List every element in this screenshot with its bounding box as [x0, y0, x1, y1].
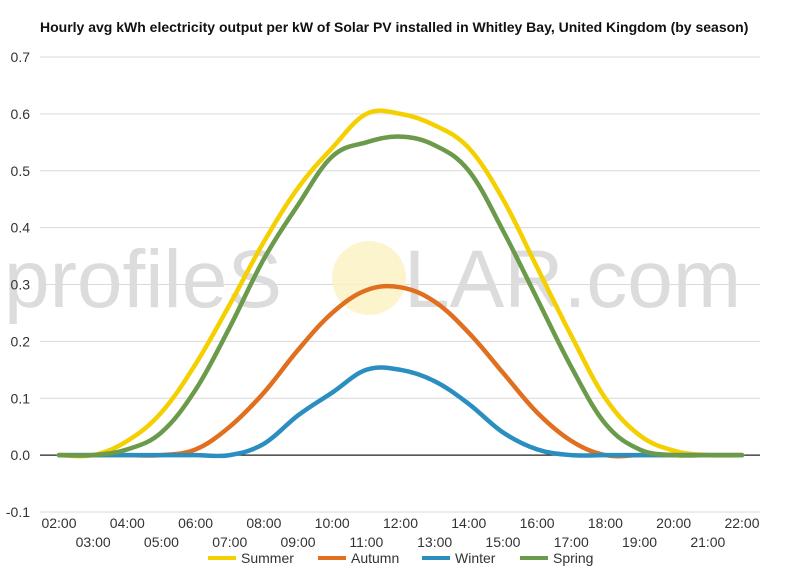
legend-label-winter: Winter — [455, 550, 496, 566]
x-tick-label: 09:00 — [281, 534, 316, 550]
x-tick-label: 21:00 — [690, 534, 725, 550]
x-tick-label: 14:00 — [451, 515, 486, 531]
legend-label-summer: Summer — [241, 550, 294, 566]
y-tick-label: 0.6 — [11, 106, 31, 122]
series-line-summer — [56, 108, 745, 459]
legend-swatch-spring — [520, 556, 548, 560]
x-tick-label: 18:00 — [588, 515, 623, 531]
legend-swatch-summer — [208, 556, 236, 560]
y-tick-label: 0.5 — [11, 163, 31, 179]
x-tick-label: 05:00 — [144, 534, 179, 550]
legend-label-spring: Spring — [553, 550, 593, 566]
series-line-winter — [56, 365, 745, 459]
x-tick-label: 07:00 — [212, 534, 247, 550]
watermark-text-left: profileS — [4, 234, 282, 325]
x-tick-label: 15:00 — [485, 534, 520, 550]
series — [56, 108, 745, 459]
x-tick-label: 11:00 — [349, 534, 383, 550]
y-tick-label: -0.1 — [6, 504, 30, 520]
x-tick-label: 13:00 — [417, 534, 452, 550]
y-tick-label: 0.7 — [11, 49, 31, 65]
x-tick-label: 10:00 — [315, 515, 350, 531]
legend-swatch-autumn — [318, 556, 346, 560]
legend-label-autumn: Autumn — [351, 550, 399, 566]
y-tick-label: 0.2 — [11, 333, 31, 349]
x-tick-label: 20:00 — [656, 515, 691, 531]
x-tick-label: 17:00 — [554, 534, 589, 550]
x-tick-label: 16:00 — [520, 515, 555, 531]
x-tick-label: 12:00 — [383, 515, 418, 531]
x-tick-label: 03:00 — [76, 534, 111, 550]
y-axis: 0.7 0.6 0.5 0.4 0.3 0.2 0.1 0.0 -0.1 — [6, 49, 30, 520]
legend-swatch-winter — [422, 556, 450, 560]
x-tick-label: 04:00 — [110, 515, 145, 531]
series-line-spring — [56, 134, 745, 458]
watermark-text-right: LAR.com — [404, 234, 741, 325]
legend: Summer Autumn Winter Spring — [208, 550, 593, 566]
chart-title: Hourly avg kWh electricity output per kW… — [40, 19, 749, 35]
y-tick-label: 0.4 — [11, 220, 31, 236]
x-tick-label: 08:00 — [246, 515, 281, 531]
x-tick-label: 06:00 — [178, 515, 213, 531]
y-tick-label: 0.3 — [11, 277, 31, 293]
watermark: profileS LAR.com — [4, 234, 741, 325]
x-tick-label: 19:00 — [622, 534, 657, 550]
y-tick-label: 0.1 — [11, 390, 31, 406]
x-tick-label: 22:00 — [724, 515, 759, 531]
y-tick-label: 0.0 — [11, 447, 31, 463]
x-tick-label: 02:00 — [41, 515, 76, 531]
